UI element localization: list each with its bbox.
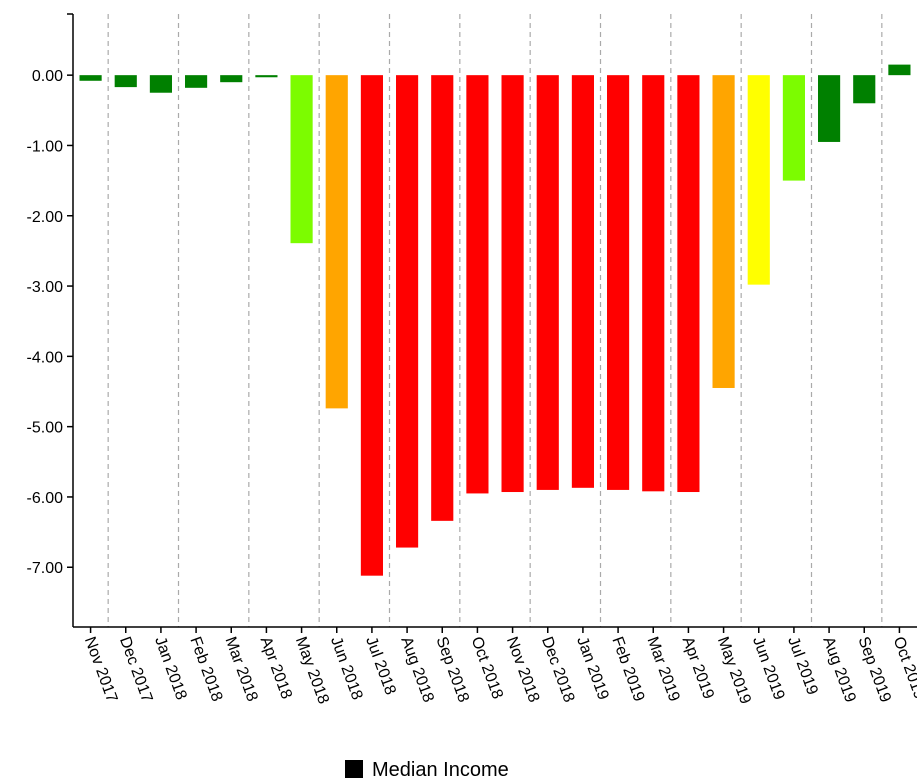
y-tick-label: 0.00	[32, 68, 63, 85]
bar	[501, 75, 524, 493]
bar	[677, 75, 700, 493]
x-tick-label: Jun 2018	[327, 635, 366, 703]
bar	[79, 75, 102, 81]
bar	[782, 75, 805, 181]
bar	[325, 75, 348, 409]
bar	[853, 75, 876, 104]
x-tick-label: Jun 2019	[749, 635, 788, 703]
bar	[431, 75, 454, 521]
x-tick-label: Sep 2018	[432, 635, 471, 705]
x-tick-label: Feb 2019	[608, 635, 647, 704]
bar	[607, 75, 630, 490]
x-tick-label: Jan 2018	[151, 635, 190, 703]
bar	[888, 64, 911, 76]
y-tick-label: -3.00	[27, 279, 64, 296]
bar	[149, 75, 172, 93]
bar	[185, 75, 208, 88]
bar	[466, 75, 489, 494]
y-tick-label: -6.00	[27, 490, 64, 507]
y-tick-label: -2.00	[27, 209, 64, 226]
x-tick-label: Dec 2017	[116, 635, 155, 705]
x-tick-label: Dec 2018	[538, 635, 577, 705]
x-tick-label: May 2018	[292, 635, 332, 707]
bar	[818, 75, 841, 142]
bar	[536, 75, 559, 490]
legend-label: Median Income	[372, 759, 509, 781]
bar	[255, 75, 278, 78]
bar	[571, 75, 594, 488]
bar	[114, 75, 137, 88]
x-tick-label: Jul 2018	[362, 635, 399, 698]
x-tick-label: Feb 2018	[186, 635, 225, 704]
bar	[290, 75, 313, 244]
x-tick-label: Oct 2019	[890, 635, 917, 702]
x-tick-label: Oct 2018	[468, 635, 506, 702]
x-tick-label: Sep 2019	[854, 635, 893, 705]
x-tick-label: Nov 2018	[503, 635, 542, 705]
x-tick-label: Apr 2019	[679, 635, 717, 702]
bar	[220, 75, 243, 83]
y-tick-label: -5.00	[27, 420, 64, 437]
x-tick-label: Mar 2018	[221, 635, 260, 704]
y-tick-label: -4.00	[27, 349, 64, 366]
x-tick-label: Aug 2018	[397, 635, 436, 705]
legend-swatch	[345, 760, 363, 778]
bar	[747, 75, 770, 285]
x-tick-label: May 2019	[714, 635, 754, 707]
x-tick-label: Apr 2018	[257, 635, 295, 702]
x-tick-label: Jan 2019	[573, 635, 612, 703]
y-tick-label: -7.00	[27, 560, 64, 577]
bar	[712, 75, 735, 388]
bar	[396, 75, 419, 548]
x-tick-label: Nov 2017	[81, 635, 120, 705]
bar	[642, 75, 665, 492]
x-tick-label: Aug 2019	[819, 635, 858, 705]
x-tick-label: Jul 2019	[784, 635, 821, 698]
x-tick-label: Mar 2019	[643, 635, 682, 704]
bar	[360, 75, 383, 576]
y-tick-label: -1.00	[27, 138, 64, 155]
